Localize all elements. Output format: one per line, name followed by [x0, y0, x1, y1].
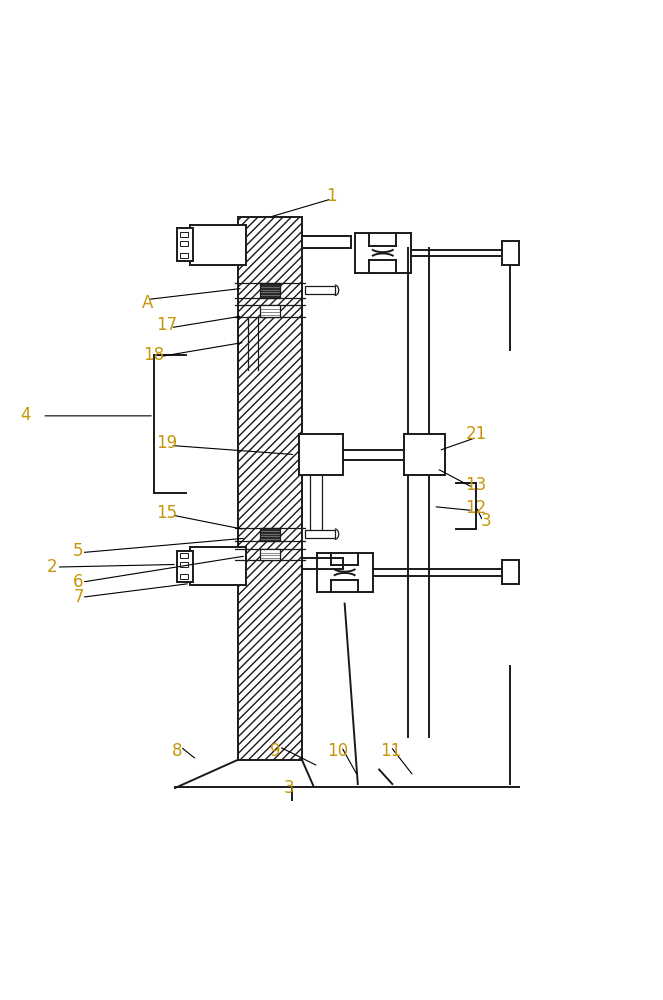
Bar	[305, 286, 335, 294]
Bar	[305, 530, 335, 538]
Text: 7: 7	[73, 588, 84, 606]
Bar	[177, 228, 194, 261]
Text: 19: 19	[156, 434, 178, 452]
Text: 2: 2	[47, 558, 58, 576]
Text: 18: 18	[143, 346, 164, 364]
Bar	[238, 217, 302, 760]
Text: 13: 13	[465, 476, 487, 494]
Text: 15: 15	[156, 504, 178, 522]
Bar	[260, 283, 280, 298]
Text: 4: 4	[21, 406, 31, 424]
Text: 5: 5	[73, 542, 84, 560]
Text: 12: 12	[465, 499, 487, 517]
Text: 21: 21	[465, 425, 487, 443]
Bar	[404, 434, 446, 475]
Text: A: A	[142, 294, 153, 312]
Text: 6: 6	[73, 573, 84, 591]
Bar	[302, 558, 343, 569]
Text: 11: 11	[380, 742, 401, 760]
Text: 10: 10	[328, 742, 349, 760]
Bar	[260, 528, 280, 541]
Text: 1: 1	[326, 187, 337, 205]
Bar	[503, 560, 519, 584]
Bar	[177, 551, 194, 582]
Bar	[180, 553, 188, 558]
Text: 17: 17	[156, 316, 178, 334]
Bar	[190, 225, 246, 265]
Bar	[180, 253, 188, 258]
Bar	[180, 232, 188, 237]
Bar	[503, 241, 519, 265]
Text: 3: 3	[481, 512, 491, 530]
Bar	[190, 547, 246, 585]
Bar	[298, 434, 343, 475]
Bar	[180, 562, 188, 567]
Bar	[260, 305, 280, 317]
Bar	[260, 549, 280, 560]
Text: 9: 9	[271, 742, 281, 760]
Text: 3: 3	[284, 779, 294, 797]
Bar	[180, 241, 188, 246]
Text: 8: 8	[172, 742, 182, 760]
Bar	[302, 236, 351, 248]
Bar	[180, 574, 188, 579]
